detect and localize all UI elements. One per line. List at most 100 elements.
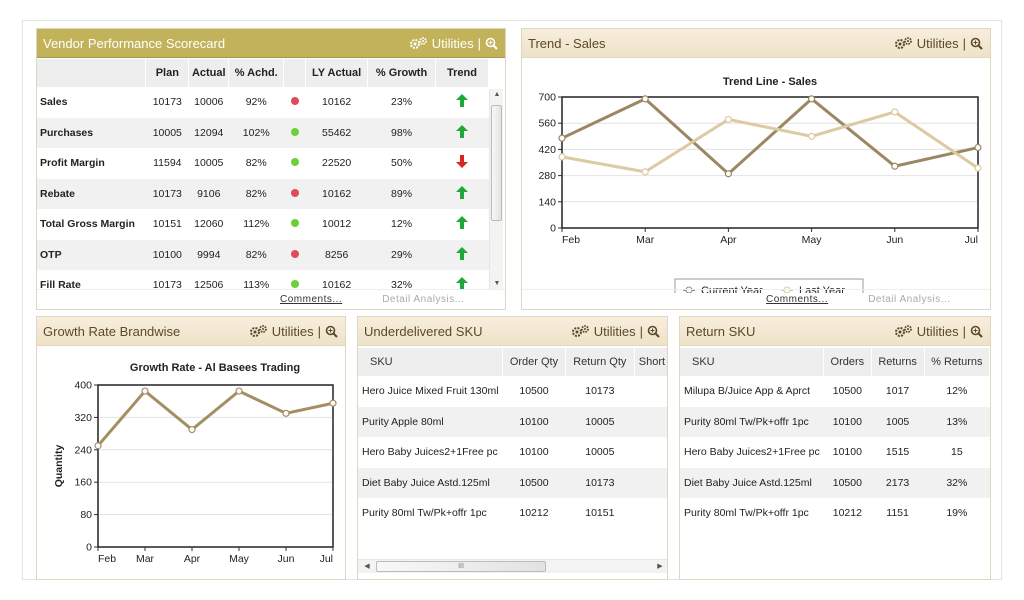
actual-value: 12094 — [188, 117, 229, 148]
data-point[interactable] — [558, 134, 566, 142]
data-point[interactable] — [329, 399, 337, 407]
achd-value: 82% — [245, 157, 267, 170]
col-header-orders: Orders — [823, 348, 872, 376]
comments-link[interactable]: Comments... — [766, 294, 829, 305]
table-row[interactable]: Milupa B/Juice App & Aprct 10500 1017 12% — [680, 376, 990, 407]
scroll-right-icon[interactable]: ▶ — [657, 563, 663, 570]
data-point[interactable] — [558, 153, 566, 161]
table-row[interactable]: Purity Apple 80ml 10100 10005 — [358, 406, 667, 437]
return-sku-panel: Return SKU Utilities | SKU Orders Return… — [679, 316, 991, 580]
table-cell: Purity 80ml Tw/Pk+offr 1pc — [362, 507, 487, 520]
trend-cell — [436, 270, 489, 301]
row-label: Rebate — [37, 178, 146, 209]
zoom-icon[interactable] — [970, 37, 983, 50]
scorecard-row[interactable]: Purchases 10005 12094 102% 55462 98% — [37, 117, 489, 148]
scorecard-row[interactable]: OTP 10100 9994 82% 8256 29% — [37, 239, 489, 270]
data-point[interactable] — [974, 164, 982, 172]
underdelivered-utilities[interactable]: Utilities | — [571, 324, 660, 339]
row-label: OTP — [37, 239, 146, 270]
gears-icon — [249, 324, 269, 338]
table-cell: 10500 — [832, 385, 862, 398]
utilities-label[interactable]: Utilities — [593, 323, 636, 339]
utilities-label[interactable]: Utilities — [916, 323, 959, 339]
utilities-label[interactable]: Utilities — [431, 35, 474, 51]
data-point[interactable] — [235, 387, 243, 395]
data-point[interactable] — [808, 95, 816, 103]
arrow-up-icon — [456, 124, 468, 138]
detail-analysis-link[interactable]: Detail Analysis... — [382, 294, 465, 305]
scorecard-row[interactable]: Fill Rate 10173 12506 113% 10162 32% — [37, 270, 489, 301]
row-label: Total Gross Margin — [40, 218, 135, 231]
scroll-up-icon[interactable]: ▲ — [493, 91, 501, 98]
achd-value: 82% — [228, 178, 284, 209]
table-cell — [634, 406, 667, 437]
table-row[interactable]: Purity 80ml Tw/Pk+offr 1pc 10212 10151 — [358, 498, 667, 529]
gears-icon — [894, 36, 914, 50]
gears-icon — [409, 36, 429, 50]
table-cell: 10500 — [823, 467, 871, 498]
table-cell: Diet Baby Juice Astd.125ml — [358, 467, 503, 498]
utilities-label[interactable]: Utilities — [271, 323, 314, 339]
table-row[interactable]: Purity 80ml Tw/Pk+offr 1pc 10100 1005 13% — [680, 406, 990, 437]
data-point[interactable] — [641, 168, 649, 176]
scorecard-title: Vendor Performance Scorecard — [43, 35, 226, 51]
growth-value: 32% — [391, 279, 413, 292]
scroll-down-icon[interactable]: ▼ — [493, 280, 501, 287]
zoom-icon[interactable] — [485, 37, 498, 50]
scrollbar-thumb[interactable] — [491, 105, 502, 221]
table-cell: 10173 — [565, 467, 635, 498]
table-cell: 13% — [924, 406, 990, 437]
actual-value: 9106 — [188, 178, 229, 209]
zoom-icon[interactable] — [970, 325, 983, 338]
y-tick-label: 140 — [538, 196, 556, 208]
plot-area-border — [561, 96, 979, 229]
zoom-icon[interactable] — [647, 325, 660, 338]
x-tick-label: Mar — [136, 553, 155, 565]
detail-analysis-link[interactable]: Detail Analysis... — [868, 294, 951, 305]
table-row[interactable]: Purity 80ml Tw/Pk+offr 1pc 10212 1151 19% — [680, 498, 990, 529]
row-label: Fill Rate — [40, 279, 81, 292]
data-point[interactable] — [282, 409, 290, 417]
underdelivered-grid-viewport: SKU Order Qty Return Qty Short Hero Juic… — [358, 348, 667, 558]
underdelivered-h-scrollbar[interactable]: ◀ III ▶ — [358, 559, 667, 573]
data-point[interactable] — [891, 162, 899, 170]
scorecard-row[interactable]: Profit Margin 11594 10005 82% 22520 50% — [37, 148, 489, 179]
trend-sales-chart: Trend Line - Sales 0 140 280 420 560 700 Feb Mar… — [538, 76, 982, 293]
return-utilities[interactable]: Utilities | — [894, 324, 983, 339]
trend-sales-panel: Trend - Sales Utilities | Trend Line - S… — [521, 28, 991, 310]
scorecard-utilities[interactable]: Utilities | — [409, 36, 498, 51]
comments-link[interactable]: Comments... — [280, 294, 343, 305]
data-point[interactable] — [94, 442, 102, 450]
growth-value: 89% — [367, 178, 436, 209]
scorecard-row[interactable]: Total Gross Margin 10151 12060 112% 10012 12% — [37, 209, 489, 240]
data-point[interactable] — [641, 95, 649, 103]
status-dot-icon — [290, 280, 299, 289]
utilities-label[interactable]: Utilities — [916, 35, 959, 51]
data-point[interactable] — [974, 143, 982, 152]
scrollbar-thumb[interactable]: III — [376, 561, 546, 572]
trend-utilities[interactable]: Utilities | — [894, 36, 983, 51]
table-row[interactable]: Hero Baby Juices2+1Free pc 10100 10005 — [358, 437, 667, 468]
status-cell — [284, 209, 306, 240]
status-cell — [284, 148, 306, 179]
growth-rate-panel: Growth Rate Brandwise Utilities | Growth… — [36, 316, 346, 580]
table-row[interactable]: Hero Baby Juices2+1Free pc 10100 1515 15 — [680, 437, 990, 468]
scroll-left-icon[interactable]: ◀ — [364, 563, 370, 570]
underdelivered-table: SKU Order Qty Return Qty Short Hero Juic… — [358, 348, 667, 529]
data-point[interactable] — [724, 170, 732, 178]
scorecard-row[interactable]: Sales 10173 10006 92% 10162 23% — [37, 87, 489, 118]
data-point[interactable] — [141, 387, 149, 395]
zoom-icon[interactable] — [325, 325, 338, 338]
scorecard-row[interactable]: Rebate 10173 9106 82% 10162 89% — [37, 178, 489, 209]
table-row[interactable]: Hero Juice Mixed Fruit 130ml 10500 10173 — [358, 376, 667, 407]
scorecard-header-row: Plan Actual % Achd. LY Actual % Growth T… — [37, 59, 489, 87]
data-point[interactable] — [808, 132, 816, 140]
growth-utilities[interactable]: Utilities | — [249, 324, 338, 339]
table-row[interactable]: Diet Baby Juice Astd.125ml 10500 2173 32% — [680, 467, 990, 498]
table-cell: 19% — [946, 507, 968, 520]
data-point[interactable] — [724, 115, 732, 124]
data-point[interactable] — [891, 108, 899, 116]
scorecard-scrollbar[interactable]: ▲ ▼ — [489, 89, 503, 289]
data-point[interactable] — [188, 425, 196, 434]
